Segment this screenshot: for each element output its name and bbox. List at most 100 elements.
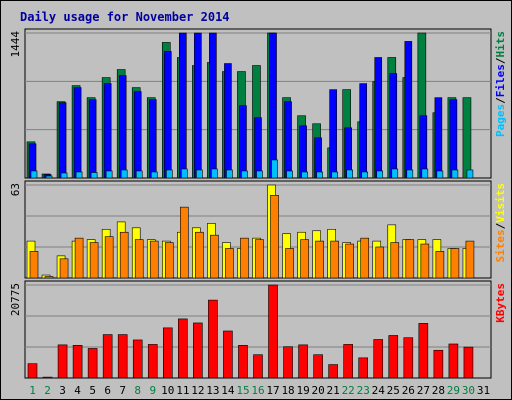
bar-sites-21 xyxy=(330,240,339,279)
day-label-18: 18 xyxy=(281,384,294,397)
day-label-10: 10 xyxy=(161,384,174,397)
day-label-30: 30 xyxy=(462,384,475,397)
bar-files-8 xyxy=(133,91,142,179)
bar-kbytes-8 xyxy=(132,339,143,379)
bar-pages-25 xyxy=(391,168,399,179)
day-label-29: 29 xyxy=(447,384,460,397)
bar-kbytes-10 xyxy=(162,327,173,379)
bar-pages-13 xyxy=(211,168,218,179)
bar-pages-3 xyxy=(60,172,68,179)
day-label-6: 6 xyxy=(104,384,111,397)
bar-kbytes-1 xyxy=(27,363,38,379)
bar-sites-20 xyxy=(315,240,324,279)
bar-kbytes-9 xyxy=(147,344,158,379)
bar-sites-14 xyxy=(225,248,234,279)
day-label-9: 9 xyxy=(149,384,156,397)
bar-pages-4 xyxy=(75,171,83,179)
bar-files-10 xyxy=(163,51,172,179)
bar-files-18 xyxy=(284,101,292,179)
bar-pages-20 xyxy=(316,171,323,179)
bar-sites-2 xyxy=(44,276,54,279)
bar-kbytes-4 xyxy=(72,345,83,379)
legend-entry: Hits xyxy=(494,31,507,58)
bar-kbytes-24 xyxy=(373,339,384,379)
legend-entry: Pages xyxy=(494,104,507,137)
bar-files-19 xyxy=(299,125,307,179)
bar-files-6 xyxy=(103,83,112,179)
day-label-12: 12 xyxy=(191,384,204,397)
bar-sites-26 xyxy=(405,239,415,279)
bar-kbytes-28 xyxy=(433,349,444,379)
bar-kbytes-21 xyxy=(328,364,338,379)
bar-pages-26 xyxy=(406,169,414,179)
bar-kbytes-19 xyxy=(298,344,308,379)
side-legend-visits-sites: Sites/Visits xyxy=(494,183,507,263)
bar-sites-4 xyxy=(74,237,84,279)
bar-kbytes-11 xyxy=(178,318,188,379)
bar-kbytes-5 xyxy=(87,348,98,379)
bar-kbytes-26 xyxy=(403,337,414,379)
bar-pages-5 xyxy=(90,172,98,179)
bar-pages-23 xyxy=(361,171,369,179)
bar-pages-14 xyxy=(226,169,233,179)
bar-pages-16 xyxy=(256,170,263,179)
bar-files-24 xyxy=(374,57,383,179)
bar-hits-30 xyxy=(462,97,472,179)
bar-kbytes-30 xyxy=(463,346,474,379)
bar-kbytes-16 xyxy=(253,354,263,379)
legend-entry: / xyxy=(494,222,507,229)
bar-files-17 xyxy=(269,32,277,179)
bar-pages-1 xyxy=(30,170,38,179)
day-label-3: 3 xyxy=(59,384,66,397)
bar-sites-10 xyxy=(164,242,174,279)
day-label-16: 16 xyxy=(251,384,264,397)
bar-pages-22 xyxy=(346,169,353,179)
bar-kbytes-27 xyxy=(418,323,429,379)
bar-pages-17 xyxy=(271,159,278,179)
bar-pages-24 xyxy=(376,170,384,179)
bar-kbytes-14 xyxy=(223,330,233,379)
side-legend-kbytes: KBytes xyxy=(494,283,507,323)
bar-kbytes-18 xyxy=(283,346,293,379)
bar-sites-11 xyxy=(180,206,189,279)
bar-sites-16 xyxy=(255,239,264,279)
bar-files-29 xyxy=(449,99,458,179)
bar-pages-18 xyxy=(286,170,293,179)
day-label-26: 26 xyxy=(402,384,415,397)
bar-kbytes-15 xyxy=(238,345,248,379)
bar-pages-21 xyxy=(331,171,338,179)
bar-pages-2 xyxy=(45,175,53,179)
bar-sites-18 xyxy=(285,248,294,279)
day-label-23: 23 xyxy=(357,384,370,397)
bar-files-13 xyxy=(209,32,217,179)
bar-pages-12 xyxy=(196,169,203,179)
bar-pages-15 xyxy=(241,170,248,179)
bar-sites-12 xyxy=(195,231,204,279)
legend-entry: / xyxy=(494,57,507,64)
legend-entry: Files xyxy=(494,64,507,97)
day-label-1: 1 xyxy=(29,384,36,397)
bar-files-21 xyxy=(329,89,337,179)
day-label-17: 17 xyxy=(266,384,279,397)
day-label-13: 13 xyxy=(206,384,219,397)
bar-pages-6 xyxy=(105,170,113,179)
bar-kbytes-20 xyxy=(313,354,323,379)
bar-pages-30 xyxy=(466,169,474,179)
max-label-kbytes: 20775 xyxy=(9,283,22,316)
bar-kbytes-23 xyxy=(358,357,369,379)
bar-files-26 xyxy=(404,41,413,179)
bar-sites-28 xyxy=(435,251,445,279)
day-label-14: 14 xyxy=(221,384,235,397)
bar-pages-29 xyxy=(451,169,459,179)
bar-kbytes-2 xyxy=(42,376,53,379)
day-label-27: 27 xyxy=(417,384,430,397)
bar-sites-3 xyxy=(59,258,69,279)
max-label-visits-sites: 63 xyxy=(9,183,22,196)
bar-files-3 xyxy=(58,102,67,179)
bar-sites-29 xyxy=(450,248,460,279)
day-label-11: 11 xyxy=(176,384,189,397)
bar-sites-24 xyxy=(375,246,385,279)
max-label-hits-files-pages: 1444 xyxy=(9,31,22,58)
